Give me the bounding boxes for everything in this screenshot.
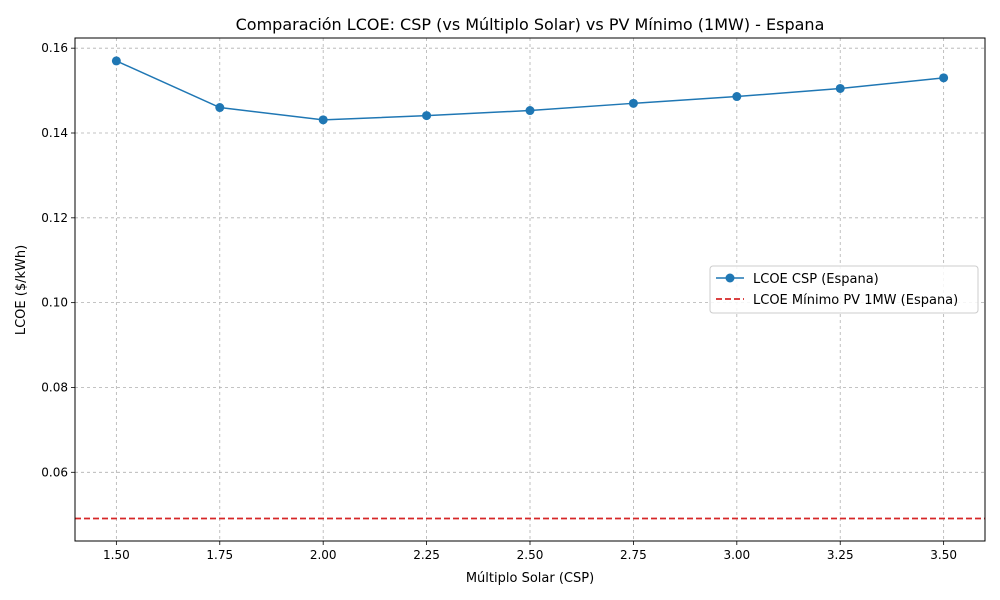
chart-title: Comparación LCOE: CSP (vs Múltiplo Solar… [236,15,825,34]
y-tick-label: 0.14 [41,126,68,140]
legend: LCOE CSP (Espana) LCOE Mínimo PV 1MW (Es… [709,265,979,314]
data-point-csp [835,83,845,93]
y-tick-label: 0.10 [41,296,68,310]
legend-marker-csp [725,273,735,283]
legend-label-pv: LCOE Mínimo PV 1MW (Espana) [753,293,958,308]
y-tick-label: 0.08 [41,380,68,394]
data-point-csp [318,115,328,125]
data-point-csp [525,106,535,116]
x-tick-label: 1.75 [206,548,233,562]
x-tick-label: 3.00 [723,548,750,562]
x-axis-label: Múltiplo Solar (CSP) [466,571,594,586]
legend-label-csp: LCOE CSP (Espana) [753,272,879,287]
x-tick-label: 2.75 [620,548,647,562]
data-point-csp [628,98,638,108]
y-axis-ticks: 0.06 0.08 0.10 0.12 0.14 0.16 [41,41,75,479]
x-tick-label: 2.00 [310,548,337,562]
y-axis-label: LCOE ($/kWh) [14,245,29,335]
data-point-csp [939,73,949,83]
x-tick-label: 3.25 [827,548,854,562]
x-tick-label: 1.50 [103,548,130,562]
data-point-csp [111,56,121,66]
y-tick-label: 0.16 [41,41,68,55]
x-tick-label: 2.50 [517,548,544,562]
data-point-csp [732,92,742,102]
y-tick-label: 0.12 [41,211,68,225]
legend-box [709,265,979,314]
y-tick-label: 0.06 [41,465,68,479]
data-point-csp [422,111,432,121]
data-point-csp [215,103,225,113]
x-tick-label: 3.50 [930,548,957,562]
grid [75,38,985,541]
x-axis-ticks: 1.50 1.75 2.00 2.25 2.50 2.75 3.00 3.25 3.50 [103,541,957,562]
x-tick-label: 2.25 [413,548,440,562]
plot-area [75,56,985,520]
